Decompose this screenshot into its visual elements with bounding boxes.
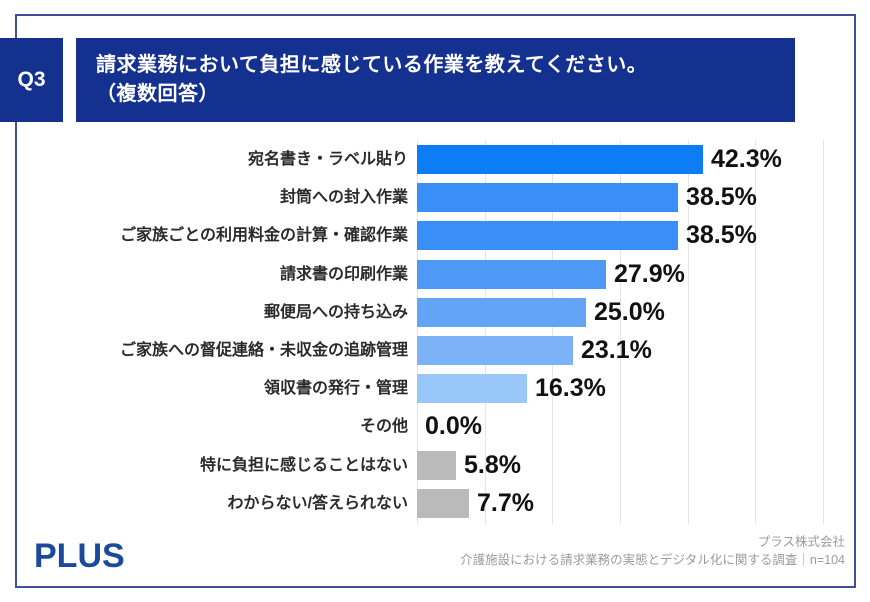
value-label: 7.7% xyxy=(477,489,534,517)
gridline-30pct xyxy=(620,140,621,524)
chart-row: 領収書の発行・管理 16.3% xyxy=(0,374,870,403)
bar xyxy=(417,183,678,212)
chart-row: ご家族への督促連絡・未収金の追跡管理 23.1% xyxy=(0,336,870,365)
chart-row: その他 0.0% xyxy=(0,412,870,441)
value-label: 0.0% xyxy=(425,412,482,440)
chart-row: 宛名書き・ラベル貼り 42.3% xyxy=(0,145,870,174)
category-label: わからない/答えられない xyxy=(227,495,408,512)
value-label: 23.1% xyxy=(581,336,652,364)
bar xyxy=(417,221,678,250)
bar xyxy=(417,489,469,518)
chart-row: 郵便局への持ち込み 25.0% xyxy=(0,298,870,327)
bar xyxy=(417,374,527,403)
chart-row: わからない/答えられない 7.7% xyxy=(0,489,870,518)
gridline-60pct xyxy=(823,140,824,524)
source-note: プラス株式会社 介護施設における請求業務の実態とデジタル化に関する調査｜n=10… xyxy=(460,533,845,569)
value-label: 38.5% xyxy=(686,221,757,249)
chart-row: 封筒への封入作業 38.5% xyxy=(0,183,870,212)
bar xyxy=(417,451,456,480)
plus-logo: PLUS xyxy=(34,537,125,575)
value-label: 16.3% xyxy=(535,374,606,402)
bar xyxy=(417,145,703,174)
bar xyxy=(417,336,573,365)
value-label: 27.9% xyxy=(614,260,685,288)
source-survey-title: 介護施設における請求業務の実態とデジタル化に関する調査｜n=104 xyxy=(460,553,845,568)
question-title-line1: 請求業務において負担に感じている作業を教えてください。 xyxy=(96,54,648,76)
gridline-20pct xyxy=(552,140,554,524)
category-label: ご家族ごとの利用料金の計算・確認作業 xyxy=(120,227,408,244)
category-label: 領収書の発行・管理 xyxy=(263,380,408,397)
source-company: プラス株式会社 xyxy=(757,535,845,549)
category-label: 請求書の印刷作業 xyxy=(279,266,408,283)
gridline-0pct xyxy=(417,140,418,524)
category-label: ご家族への督促連絡・未収金の追跡管理 xyxy=(119,342,408,359)
category-label: 郵便局への持ち込み xyxy=(263,304,408,321)
gridline-10pct xyxy=(484,140,486,524)
category-label: 特に負担に感じることはない xyxy=(199,457,408,474)
value-label: 5.8% xyxy=(464,451,521,479)
bar xyxy=(417,298,586,327)
value-label: 38.5% xyxy=(686,183,757,211)
category-label: 宛名書き・ラベル貼り xyxy=(247,151,408,168)
question-number-label: Q3 xyxy=(17,68,46,91)
gridline-40pct xyxy=(687,140,689,524)
value-label: 42.3% xyxy=(711,145,782,173)
chart-row: ご家族ごとの利用料金の計算・確認作業 38.5% xyxy=(0,221,870,250)
category-label: 封筒への封入作業 xyxy=(279,189,408,206)
chart-row: 請求書の印刷作業 27.9% xyxy=(0,260,870,289)
question-number-badge: Q3 xyxy=(0,38,63,122)
question-title-box: 請求業務において負担に感じている作業を教えてください。 （複数回答） xyxy=(76,38,795,122)
gridline-50pct xyxy=(755,140,757,524)
question-title-line2: （複数回答） xyxy=(96,83,219,105)
category-label: その他 xyxy=(359,418,408,435)
value-label: 25.0% xyxy=(594,298,665,326)
chart-row: 特に負担に感じることはない 5.8% xyxy=(0,451,870,480)
bar xyxy=(417,260,606,289)
